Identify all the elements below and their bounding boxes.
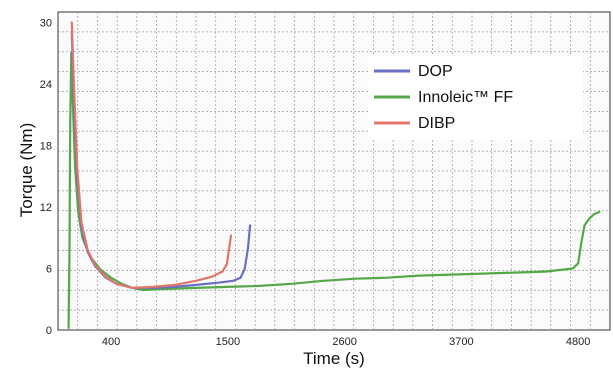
series-lines bbox=[67, 21, 601, 329]
legend: DOP Innoleic™ FF DIBP bbox=[374, 63, 513, 132]
y-tick-label: 6 bbox=[46, 263, 52, 275]
series-line bbox=[70, 21, 233, 289]
legend-label: DOP bbox=[418, 63, 453, 80]
y-tick-label: 0 bbox=[46, 325, 52, 337]
x-tick-label: 3700 bbox=[449, 336, 473, 348]
x-tick-label: 1500 bbox=[216, 336, 240, 348]
y-tick-label: 12 bbox=[40, 202, 52, 214]
x-tick-label: 400 bbox=[102, 336, 120, 348]
y-axis-title: Torque (Nm) bbox=[17, 123, 36, 217]
x-axis-title: Time (s) bbox=[303, 349, 365, 368]
y-tick-label: 30 bbox=[40, 17, 52, 29]
x-tick-label: 4800 bbox=[566, 336, 590, 348]
tick-labels: 400 1500 2600 3700 4800 0 6 12 18 24 30 bbox=[40, 17, 591, 348]
y-tick-label: 24 bbox=[40, 79, 52, 91]
series-line bbox=[67, 51, 601, 329]
legend-label: Innoleic™ FF bbox=[418, 89, 513, 106]
grid bbox=[58, 12, 610, 330]
y-tick-label: 18 bbox=[40, 140, 52, 152]
legend-label: DIBP bbox=[418, 115, 455, 132]
x-tick-label: 2600 bbox=[332, 336, 356, 348]
